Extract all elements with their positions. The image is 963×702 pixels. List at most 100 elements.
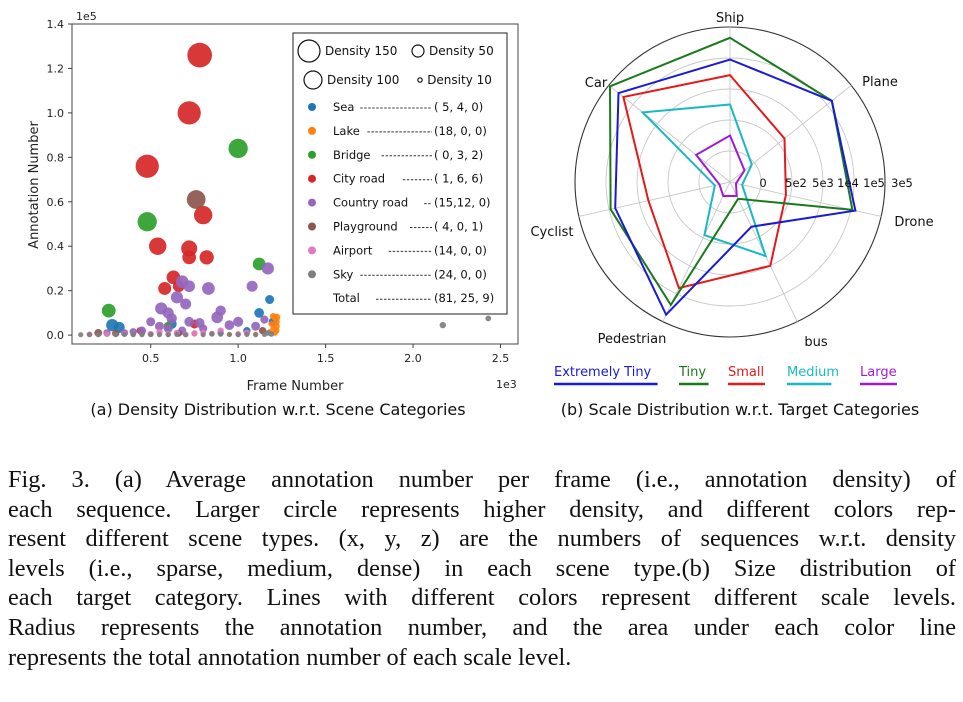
radar-series-extremely-tiny — [614, 58, 857, 317]
scatter-point-bridge — [228, 138, 248, 159]
scatter-point-sky — [121, 331, 128, 338]
scatter-point-sea — [265, 295, 275, 305]
radar-legend-label: Medium — [787, 365, 839, 380]
scatter-point-lake — [268, 321, 275, 327]
category-legend-counts: (15,12, 0) — [434, 196, 491, 210]
caption-line: Radius represents the annotation number,… — [8, 613, 956, 641]
caption-line: each sequence. Larger circle represents … — [8, 495, 956, 523]
category-legend-marker — [308, 150, 316, 159]
scatter-point-sky — [268, 331, 275, 337]
scatter-point-sky — [148, 331, 154, 338]
radar-radial-ticks: 0 5e2 5e3 1e4 1e5 3e5 — [759, 176, 913, 190]
y-tick-label: 0.6 — [47, 196, 65, 209]
size-legend-marker — [411, 44, 425, 58]
category-legend: Sea ( 5, 4, 0) Lake (18, 0, 0) Bridge ( 0, 3,… — [308, 100, 494, 305]
scatter-chart: 0.0 0.2 0.4 0.6 0.8 1.0 1.2 1.4 0.5 1.0 1.5 2.0 2.5… — [27, 10, 519, 394]
scatter-point-country-road — [215, 305, 226, 316]
scatter-point-city-road — [158, 281, 172, 295]
radar-legend: Extremely Tiny Tiny Small Medium Large — [554, 365, 897, 386]
scatter-point-country-road — [261, 262, 274, 275]
scatter-point-country-road — [163, 323, 173, 333]
category-legend-marker — [308, 103, 316, 111]
scatter-point-sky — [439, 321, 446, 329]
caption-line: Fig. 3. (a) Average annotation number pe… — [8, 466, 956, 493]
radar-radial-tick-label: 1e4 — [837, 176, 859, 190]
scatter-point-lake — [270, 325, 277, 332]
size-legend: Density 150 Density 50 Density 100 Density … — [297, 39, 494, 90]
x-tick-label: 1.5 — [317, 352, 335, 365]
category-legend-name: Playground — [333, 220, 398, 234]
category-legend-counts: (14, 0, 0) — [434, 243, 487, 257]
size-legend-label: Density 100 — [327, 73, 399, 87]
scatter-x-ticks: 0.5 1.0 1.5 2.0 2.5 — [142, 344, 509, 365]
category-legend-counts: (24, 0, 0) — [434, 267, 487, 281]
figure-caption: Fig. 3. (a) Average annotation number pe… — [8, 465, 956, 672]
scatter-point-country-road — [246, 280, 258, 292]
scatter-point-city-road — [187, 42, 213, 68]
scatter-point-sky — [253, 332, 259, 338]
scatter-legend: Density 150 Density 50 Density 100 Density … — [292, 32, 508, 315]
scatter-point-airport — [191, 330, 198, 337]
scatter-point-sky — [235, 332, 241, 338]
scatter-point-city-road — [182, 250, 197, 265]
scatter-point-sky — [183, 332, 189, 338]
radar-axis-label: Pedestrian — [598, 332, 667, 347]
size-legend-marker — [417, 77, 423, 83]
radar-series-large — [694, 134, 746, 197]
scatter-point-sea — [254, 308, 265, 318]
category-legend-name: Sky — [333, 267, 354, 281]
category-legend-name: Country road — [333, 196, 408, 210]
category-legend-counts: (18, 0, 0) — [434, 124, 487, 138]
category-legend-counts: ( 0, 3, 2) — [434, 148, 483, 162]
y-tick-label: 1.0 — [47, 107, 65, 120]
radar-legend-label: Extremely Tiny — [554, 365, 652, 380]
radar-axis-label: Drone — [894, 215, 933, 230]
x-tick-label: 0.5 — [142, 352, 160, 365]
caption-line: represents the total annotation number o… — [8, 643, 572, 671]
scatter-point-sky — [485, 315, 492, 322]
radar-spoke — [578, 181, 731, 217]
radar-axis-label: Cyclist — [530, 225, 573, 240]
scatter-point-sky — [174, 331, 180, 338]
radar-axis-label: Plane — [862, 75, 898, 90]
radar-radial-tick-label: 5e2 — [785, 176, 807, 190]
radar-series-small — [622, 74, 787, 290]
total-label: Total — [332, 291, 360, 305]
y-tick-label: 0.4 — [47, 240, 65, 253]
scatter-point-playground — [186, 190, 206, 209]
caption-line: resent different scene types. (x, y, z) … — [8, 525, 956, 553]
scatter-point-city-road — [148, 237, 167, 255]
category-legend-name: City road — [333, 172, 385, 186]
scatter-point-sky — [86, 331, 93, 338]
scatter-y-ticks: 0.0 0.2 0.4 0.6 0.8 1.0 1.2 1.4 — [47, 18, 72, 342]
x-tick-label: 1.0 — [229, 352, 247, 365]
category-legend-name: Airport — [333, 243, 373, 257]
radar-legend-label: Tiny — [678, 365, 706, 380]
radar-chart: Ship Plane Drone bus Pedestrian Cyclist Car 0 5… — [530, 11, 933, 350]
scatter-point-sky — [218, 331, 224, 337]
category-legend-counts: ( 1, 6, 6) — [434, 172, 483, 186]
radar-axis-label: Ship — [716, 11, 744, 26]
scatter-point-country-road — [260, 315, 269, 324]
scatter-x-axis-label: Frame Number — [247, 379, 345, 394]
radar-radial-tick-label: 3e5 — [891, 176, 913, 190]
scatter-point-sky — [78, 332, 84, 338]
radar-spoke — [608, 85, 731, 183]
figure: 0.0 0.2 0.4 0.6 0.8 1.0 1.2 1.4 0.5 1.0 1.5 2.0 2.5… — [27, 10, 934, 419]
category-legend-name: Lake — [333, 124, 360, 138]
scatter-point-country-road — [184, 316, 195, 327]
scatter-point-sky — [261, 331, 267, 338]
scatter-point-sky — [130, 332, 136, 338]
scatter-point-sky — [244, 331, 250, 338]
size-legend-label: Density 150 — [325, 44, 397, 58]
y-tick-label: 0.8 — [47, 151, 65, 164]
radar-axis-label: Car — [585, 76, 608, 91]
scatter-point-country-road — [251, 321, 261, 331]
size-legend-label: Density 50 — [429, 44, 494, 58]
scatter-point-country-road — [154, 321, 164, 331]
category-legend-counts: ( 5, 4, 0) — [434, 100, 483, 114]
category-legend-marker — [308, 174, 316, 183]
scatter-point-city-road — [135, 154, 159, 178]
category-legend-marker — [308, 246, 316, 255]
scatter-points — [78, 42, 492, 338]
